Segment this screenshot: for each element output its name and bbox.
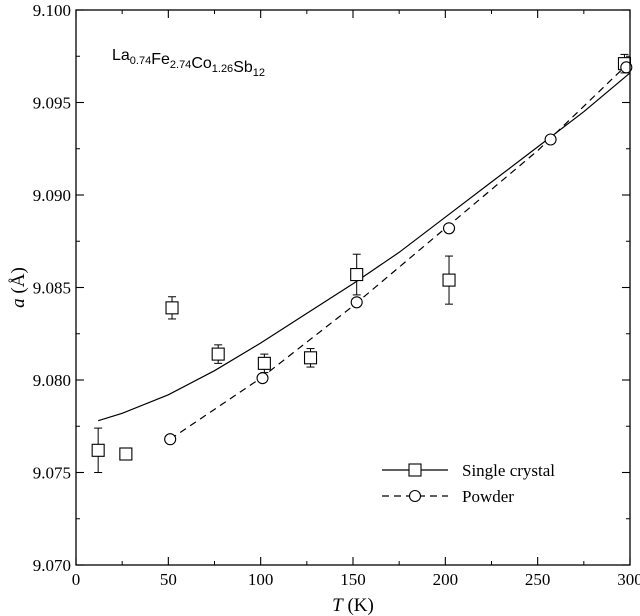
y-tick-label: 9.075	[33, 464, 71, 483]
single-crystal-legend-label: Single crystal	[462, 461, 555, 480]
data-markers	[91, 57, 633, 461]
single-crystal-point	[165, 301, 179, 315]
y-tick-label: 9.080	[33, 371, 71, 390]
x-tick-label: 150	[340, 570, 366, 589]
powder-point	[620, 61, 633, 74]
y-tick-label: 9.095	[33, 94, 71, 113]
plot-frame	[75, 9, 631, 566]
powder-point	[256, 372, 269, 385]
single-crystal-point	[119, 447, 133, 461]
y-axis-label: a (Å)	[8, 267, 29, 308]
axes: 0 50 100 150 200 250 300 9.070 9.075 9.080 9.085 9.…	[8, 1, 640, 616]
x-tick-label: 300	[617, 570, 640, 589]
x-tick-label: 0	[72, 570, 81, 589]
y-tick-label: 9.085	[33, 279, 71, 298]
x-tick-label: 200	[433, 570, 459, 589]
y-tick-label: 9.070	[33, 556, 71, 575]
powder-point	[442, 222, 456, 235]
powder-point	[350, 296, 363, 309]
x-tick-label: 100	[248, 570, 274, 589]
x-axis-label: T (K)	[332, 595, 374, 616]
y-tick-label: 9.100	[33, 1, 71, 20]
powder-legend-label: Powder	[462, 487, 514, 506]
x-tick-label: 50	[160, 570, 177, 589]
single-crystal-point	[350, 267, 364, 282]
single-crystal-point	[257, 356, 271, 370]
single-crystal-fit-line	[98, 72, 631, 422]
powder-fit-line	[169, 61, 631, 440]
powder-point	[164, 433, 177, 446]
legend: Single crystal Powder	[382, 461, 555, 506]
single-crystal-point	[303, 351, 318, 365]
fit-lines	[98, 61, 631, 440]
powder-legend-marker	[408, 489, 422, 503]
error-bars	[94, 53, 629, 473]
compound-formula: La0.74Fe2.74Co1.26Sb12	[112, 47, 265, 79]
single-crystal-point	[211, 347, 225, 361]
powder-point	[544, 133, 557, 146]
single-crystal-point	[442, 273, 456, 287]
x-tick-label: 250	[525, 570, 551, 589]
formula-label: La0.74Fe2.74Co1.26Sb12	[112, 47, 265, 79]
single-crystal-point	[91, 443, 105, 457]
y-tick-label: 9.090	[33, 186, 71, 205]
single-crystal-legend-marker	[408, 463, 422, 477]
